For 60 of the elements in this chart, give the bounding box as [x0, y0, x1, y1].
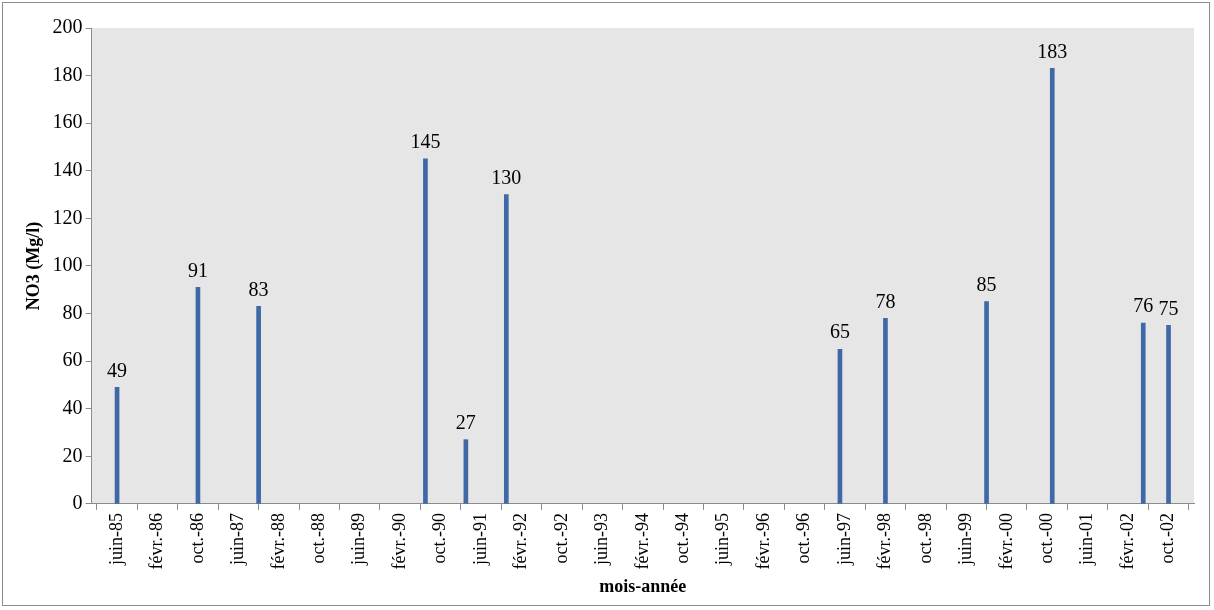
data-label: 49	[107, 358, 128, 381]
bar	[1049, 68, 1055, 504]
y-tick-label: 60	[62, 348, 83, 371]
x-tick-label: oct.-98	[914, 512, 935, 564]
x-tick-label: juin-93	[591, 512, 612, 566]
x-tick-label: oct.-92	[550, 512, 571, 564]
data-label: 75	[1158, 296, 1179, 319]
x-tick-label: févr.-00	[995, 512, 1016, 570]
x-tick-label: juin-91	[469, 512, 490, 566]
x-tick-label: oct.-88	[308, 512, 329, 564]
data-label: 145	[410, 130, 441, 153]
bar	[1140, 322, 1146, 504]
y-tick-label: 180	[52, 62, 83, 85]
x-tick-label: juin-97	[833, 512, 854, 566]
data-label: 183	[1037, 39, 1068, 62]
data-label: 85	[976, 272, 997, 295]
data-label: 91	[187, 258, 208, 281]
bar	[883, 317, 888, 504]
y-tick-label: 0	[72, 491, 83, 514]
bar	[1166, 325, 1171, 504]
x-tick-label: oct.-90	[429, 512, 450, 564]
x-tick-label: juin-85	[105, 512, 126, 566]
y-tick-label: 20	[62, 443, 83, 466]
data-label: 130	[491, 165, 522, 188]
x-tick-label: févr.-86	[146, 512, 167, 570]
data-label: 65	[829, 320, 850, 343]
data-label: 27	[455, 410, 476, 433]
x-tick-label: oct.-94	[671, 512, 692, 564]
x-tick-label: juin-89	[348, 512, 369, 566]
x-tick-label: févr.-98	[874, 512, 895, 570]
x-tick-label: oct.-02	[1157, 512, 1178, 564]
x-tick-label: févr.-90	[388, 512, 409, 570]
x-tick-label: févr.-92	[510, 512, 531, 570]
x-tick-label: oct.-00	[1035, 512, 1056, 564]
bar	[423, 158, 428, 504]
y-tick-label: 200	[52, 15, 83, 38]
data-label: 76	[1133, 294, 1154, 317]
x-tick-label: juin-99	[955, 512, 976, 566]
x-tick-label: juin-01	[1076, 512, 1097, 566]
x-tick-label: oct.-86	[186, 512, 207, 564]
y-tick-label: 120	[52, 205, 83, 228]
x-tick-label: févr.-96	[752, 512, 773, 570]
y-axis-title: NO3 (Mg/l)	[23, 221, 45, 311]
y-tick-label: 80	[62, 300, 83, 323]
y-tick-label: 40	[62, 395, 83, 418]
x-axis-title: mois-année	[599, 575, 687, 596]
x-tick-label: févr.-88	[267, 512, 288, 570]
bar	[984, 301, 989, 504]
x-tick-label: oct.-96	[793, 512, 814, 564]
x-tick-label: févr.-94	[631, 512, 652, 570]
x-tick-label: juin-95	[712, 512, 733, 566]
x-tick-label: juin-87	[227, 512, 248, 566]
y-tick-label: 140	[52, 158, 83, 181]
y-tick-label: 160	[52, 110, 83, 133]
bar	[256, 306, 261, 504]
data-label: 78	[875, 289, 896, 312]
y-tick-label: 100	[52, 253, 83, 276]
data-label: 83	[248, 277, 269, 300]
bar	[503, 194, 509, 504]
x-tick-label: févr.-02	[1116, 512, 1137, 570]
